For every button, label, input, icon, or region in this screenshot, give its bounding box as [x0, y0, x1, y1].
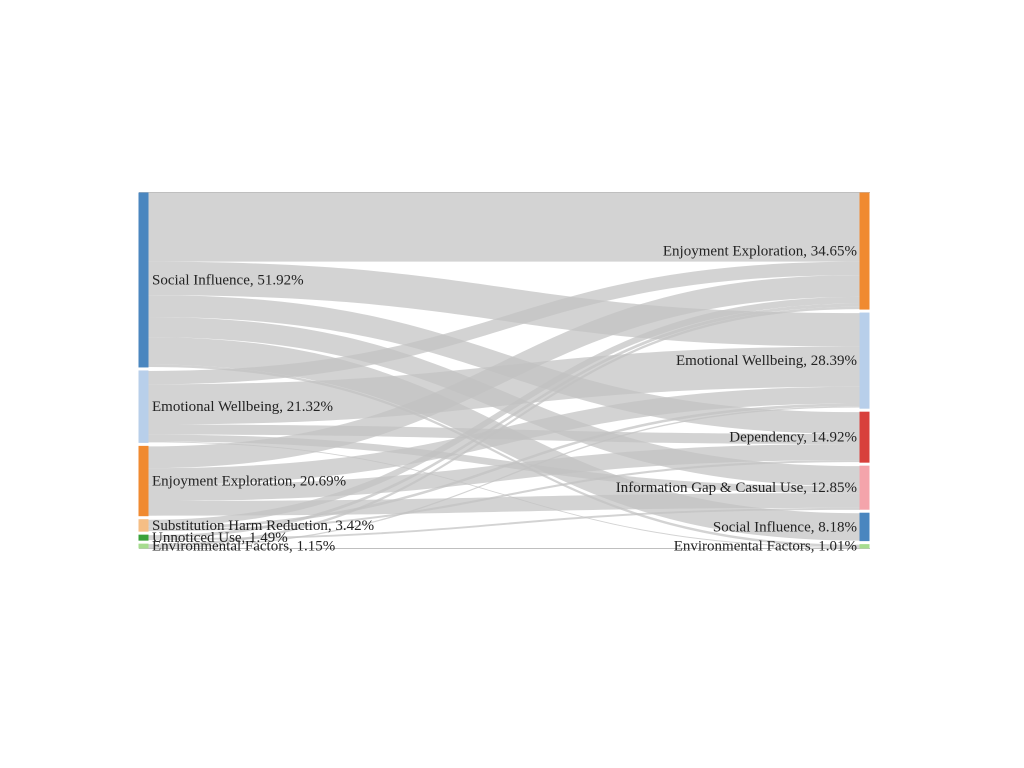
link-emotional-wellbeing-to-emotional-wellbeing [148, 346, 860, 425]
link-social-influence-to-environmental-factors [148, 364, 860, 548]
link-enjoyment-exploration-to-information-gap-and-casual-use [148, 493, 860, 516]
links-group [148, 193, 860, 548]
target-node-social-influence [859, 512, 870, 542]
link-environmental-factors-to-enjoyment-exploration [148, 306, 860, 547]
link-emotional-wellbeing-to-information-gap-and-casual-use [148, 434, 860, 494]
target-node-enjoyment-exploration [859, 192, 870, 310]
target-node-environmental-factors [859, 544, 870, 549]
source-node-substitution-harm-reduction [138, 519, 149, 532]
target-node-dependency [859, 411, 870, 463]
source-node-environmental-factors [138, 543, 149, 549]
source-label-unnoticed-use: Unnoticed Use, 1.49% [152, 530, 288, 546]
target-label-dependency: Dependency, 14.92% [729, 430, 857, 446]
source-label-substitution-harm-reduction: Substitution Harm Reduction, 3.42% [152, 518, 374, 534]
link-enjoyment-exploration-to-emotional-wellbeing [148, 386, 860, 485]
link-unnoticed-use-to-information-gap-and-casual-use [148, 507, 860, 541]
target-node-information-gap-and-casual-use [859, 465, 870, 510]
target-label-environmental-factors: Environmental Factors, 1.01% [674, 539, 857, 555]
source-node-enjoyment-exploration [138, 445, 149, 517]
target-label-social-influence: Social Influence, 8.18% [713, 519, 857, 535]
target-label-enjoyment-exploration: Enjoyment Exploration, 34.65% [663, 243, 857, 259]
link-enjoyment-exploration-to-enjoyment-exploration [148, 275, 860, 469]
link-emotional-wellbeing-to-enjoyment-exploration [148, 261, 860, 385]
target-label-information-gap-and-casual-use: Information Gap & Casual Use, 12.85% [616, 480, 857, 496]
link-substitution-harm-reduction-to-emotional-wellbeing [148, 403, 860, 530]
source-label-emotional-wellbeing: Emotional Wellbeing, 21.32% [152, 399, 333, 415]
link-substitution-harm-reduction-to-enjoyment-exploration [148, 296, 860, 527]
source-label-enjoyment-exploration: Enjoyment Exploration, 20.69% [152, 473, 346, 489]
source-node-social-influence [138, 192, 149, 368]
labels-group: Social Influence, 51.92% Emotional Wellbe… [152, 243, 857, 554]
link-enjoyment-exploration-to-dependency [148, 444, 860, 501]
link-unnoticed-use-to-enjoyment-exploration [148, 303, 860, 539]
source-label-social-influence: Social Influence, 51.92% [152, 272, 304, 288]
target-label-emotional-wellbeing: Emotional Wellbeing, 28.39% [676, 353, 857, 369]
link-social-influence-to-enjoyment-exploration [148, 193, 860, 262]
source-node-unnoticed-use [138, 534, 149, 541]
link-environmental-factors-to-emotional-wellbeing [148, 406, 860, 548]
source-node-emotional-wellbeing [138, 370, 149, 443]
nodes-group [138, 192, 870, 549]
target-node-emotional-wellbeing [859, 312, 870, 409]
link-substitution-harm-reduction-to-dependency [148, 460, 860, 532]
source-label-environmental-factors: Environmental Factors, 1.15% [152, 539, 335, 555]
